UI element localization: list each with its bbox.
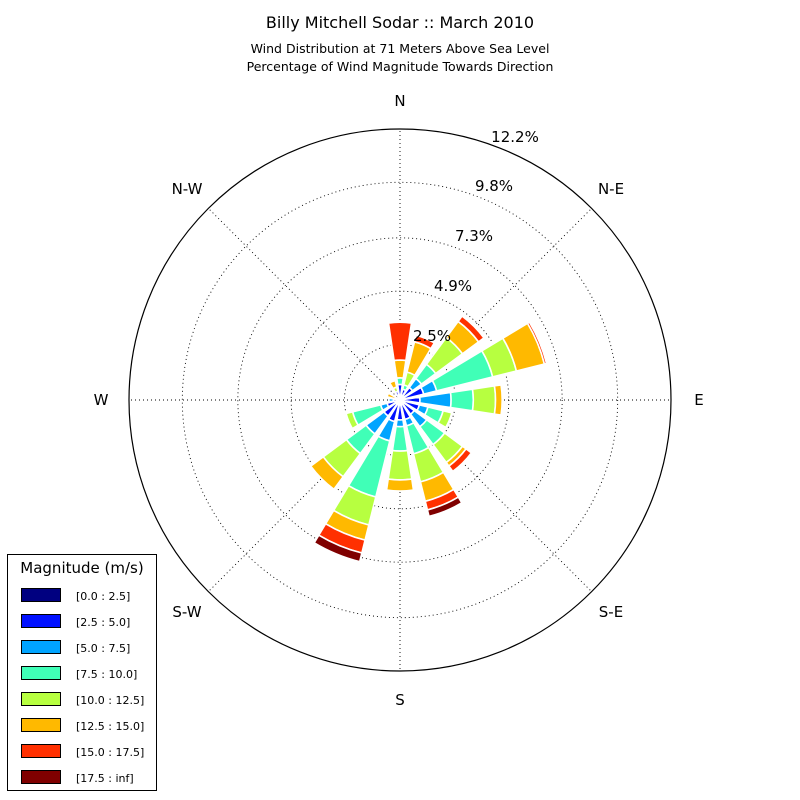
chart-subtitle-2: Percentage of Wind Magnitude Towards Dir… xyxy=(247,59,554,74)
legend-title: Magnitude (m/s) xyxy=(20,559,144,577)
wind-bar-segment xyxy=(526,321,548,365)
grid-ring xyxy=(181,181,619,619)
radial-tick-label: 4.9% xyxy=(434,277,472,295)
legend-label: [10.0 : 12.5] xyxy=(76,694,145,707)
wind-bar-segment xyxy=(395,418,405,428)
radial-tick-label: 12.2% xyxy=(491,128,539,146)
legend-swatch xyxy=(21,666,61,680)
wind-bar-segment xyxy=(388,379,398,390)
legend-label: [15.0 : 17.5] xyxy=(76,746,145,759)
legend-label: [12.5 : 15.0] xyxy=(76,720,145,733)
legend-label: [7.5 : 10.0] xyxy=(76,668,138,681)
direction-label-nw: N-W xyxy=(172,180,203,198)
wind-bar-segment xyxy=(448,448,473,473)
legend-item: [0.0 : 2.5] xyxy=(21,588,151,604)
wind-bar-segment xyxy=(385,478,415,492)
radial-tick-labels: 2.5% 4.9% 7.3% 9.8% 12.2% xyxy=(413,128,539,345)
legend-label: [17.5 : inf] xyxy=(76,772,134,785)
legend-label: [5.0 : 7.5] xyxy=(76,642,131,655)
wind-bar-segment xyxy=(393,359,407,379)
direction-label-se: S-E xyxy=(599,603,623,621)
legend-item: [15.0 : 17.5] xyxy=(21,744,151,760)
legend-item: [5.0 : 7.5] xyxy=(21,640,151,656)
wind-bar-segment xyxy=(391,425,409,452)
legend-item: [17.5 : inf] xyxy=(21,770,151,786)
wind-bar-segment xyxy=(387,449,413,481)
wind-bar-segment xyxy=(493,384,503,416)
wind-bar-segment xyxy=(413,334,436,350)
grid-ring xyxy=(237,237,563,563)
wind-bar-segment xyxy=(345,411,359,430)
direction-label-n: N xyxy=(394,92,405,110)
wind-bars xyxy=(309,315,548,563)
wind-bar-segment xyxy=(386,392,397,400)
legend: Magnitude (m/s) [0.0 : 2.5] [2.5 : 5.0] … xyxy=(7,554,157,791)
direction-labels: N N-E E S-E S S-W W N-W xyxy=(94,92,704,709)
legend-swatch xyxy=(21,614,61,628)
polar-frame xyxy=(128,128,672,672)
direction-label-s: S xyxy=(395,691,405,709)
legend-label: [2.5 : 5.0] xyxy=(76,616,131,629)
wind-bar-segment xyxy=(313,534,363,563)
wind-bar-segment xyxy=(457,315,485,343)
legend-swatch xyxy=(21,718,61,732)
radial-tick-label: 7.3% xyxy=(455,227,493,245)
legend-item: [2.5 : 5.0] xyxy=(21,614,151,630)
wind-bar-segment xyxy=(437,409,453,429)
legend-item: [10.0 : 12.5] xyxy=(21,692,151,708)
legend-swatch xyxy=(21,744,61,758)
legend-swatch xyxy=(21,692,61,706)
direction-label-sw: S-W xyxy=(172,603,201,621)
radial-tick-label: 2.5% xyxy=(413,327,451,345)
wind-bar-segment xyxy=(395,376,405,386)
chart-title: Billy Mitchell Sodar :: March 2010 xyxy=(266,13,534,32)
wind-bar-segment xyxy=(426,496,463,518)
wind-bar-segment xyxy=(388,397,395,403)
legend-swatch xyxy=(21,640,61,654)
legend-item: [12.5 : 15.0] xyxy=(21,718,151,734)
legend-swatch xyxy=(21,770,61,784)
grid-spoke xyxy=(208,208,401,401)
legend-item: [7.5 : 10.0] xyxy=(21,666,151,682)
wind-bar-segment xyxy=(471,385,497,415)
chart-subtitle-1: Wind Distribution at 71 Meters Above Sea… xyxy=(251,41,550,56)
direction-label-e: E xyxy=(694,391,703,409)
legend-label: [0.0 : 2.5] xyxy=(76,590,131,603)
direction-label-ne: N-E xyxy=(598,180,624,198)
direction-label-w: W xyxy=(94,391,109,409)
wind-bar-segment xyxy=(309,456,344,491)
radial-tick-label: 9.8% xyxy=(475,177,513,195)
legend-swatch xyxy=(21,588,61,602)
wind-bar-segment xyxy=(387,321,413,362)
wind-bar-segment xyxy=(449,388,475,412)
